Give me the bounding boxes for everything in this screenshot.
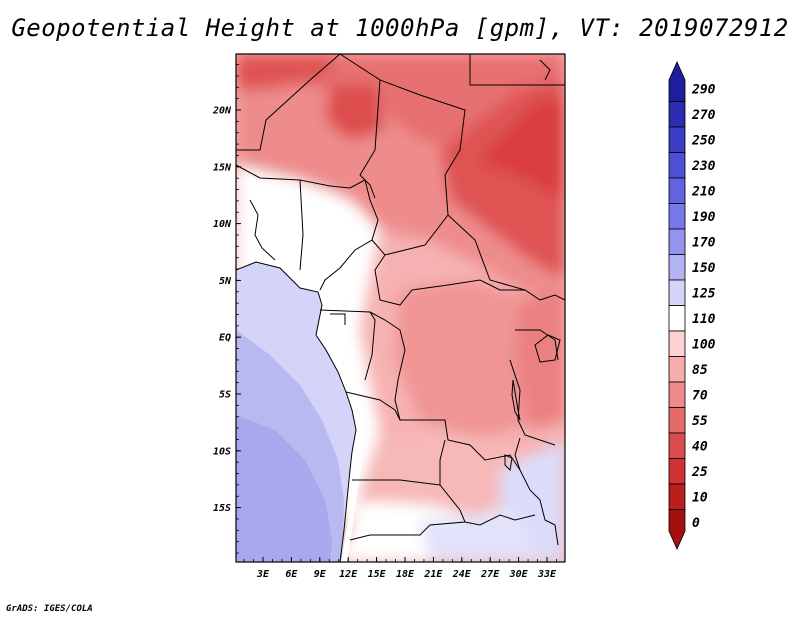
lat-tick-label: 10N bbox=[213, 219, 232, 230]
lat-tick-label: 15S bbox=[213, 503, 231, 514]
colorbar-label: 250 bbox=[691, 133, 716, 148]
colorbar-label: 100 bbox=[692, 337, 716, 352]
colorbar-segment bbox=[668, 483, 686, 510]
colorbar-label: 210 bbox=[691, 184, 716, 199]
lon-tick-label: 33E bbox=[537, 569, 557, 580]
map-frame bbox=[235, 53, 566, 563]
colorbar-segment bbox=[668, 432, 686, 459]
colorbar-segment bbox=[668, 228, 686, 255]
colorbar-segment bbox=[668, 458, 686, 485]
credit-label: GrADS: IGES/COLA bbox=[6, 604, 93, 614]
chart-title: Geopotential Height at 1000hPa [gpm], VT… bbox=[11, 14, 789, 42]
colorbar-segment bbox=[668, 381, 686, 408]
colorbar-label: 170 bbox=[692, 235, 716, 250]
colorbar-label: 290 bbox=[691, 82, 716, 97]
colorbar-label: 190 bbox=[692, 210, 716, 225]
colorbar-label: 125 bbox=[692, 286, 716, 301]
colorbar-label: 270 bbox=[691, 108, 716, 123]
colorbar-label: 150 bbox=[692, 261, 716, 276]
lon-tick-label: 21E bbox=[423, 569, 443, 580]
lon-tick-label: 24E bbox=[452, 569, 472, 580]
colorbar-segment bbox=[668, 177, 686, 204]
colorbar-segment bbox=[668, 407, 686, 434]
colorbar-segment bbox=[668, 203, 686, 230]
lat-tick-label: 15N bbox=[213, 162, 232, 173]
colorbar: 2902702502302101901701501251101008570554… bbox=[668, 61, 716, 550]
colorbar-label: 230 bbox=[691, 159, 716, 174]
lat-tick-label: 20N bbox=[212, 106, 232, 117]
geopotential-field bbox=[236, 54, 565, 562]
latitude-axis: 20N 15N 10N 5N EQ 5S 10S 15S bbox=[212, 64, 241, 554]
lon-tick-label: 9E bbox=[314, 569, 327, 580]
colorbar-label: 25 bbox=[691, 465, 708, 480]
colorbar-label: 40 bbox=[692, 439, 708, 454]
lon-tick-label: 15E bbox=[368, 569, 387, 580]
lon-tick-label: 30E bbox=[509, 569, 529, 580]
colorbar-label: 0 bbox=[692, 516, 700, 531]
colorbar-segment bbox=[668, 279, 686, 306]
colorbar-segment bbox=[668, 305, 686, 332]
colorbar-label: 55 bbox=[692, 414, 708, 429]
colorbar-label: 10 bbox=[692, 490, 708, 505]
lat-tick-label: EQ bbox=[219, 333, 231, 344]
lon-tick-label: 12E bbox=[339, 569, 358, 580]
colorbar-segment bbox=[668, 126, 686, 153]
colorbar-segment bbox=[668, 254, 686, 281]
country-borders bbox=[236, 54, 565, 562]
colorbar-segment bbox=[668, 101, 686, 128]
colorbar-segment bbox=[668, 356, 686, 383]
lon-tick-label: 3E bbox=[256, 569, 270, 580]
lat-tick-label: 5S bbox=[219, 390, 231, 401]
lat-tick-label: 5N bbox=[219, 276, 232, 287]
colorbar-bottom-arrow bbox=[668, 509, 686, 550]
longitude-axis: 3E 6E 9E 12E 15E 18E 21E 24E 27E 30E 33E bbox=[243, 557, 557, 580]
colorbar-label: 110 bbox=[692, 312, 716, 327]
lon-tick-label: 6E bbox=[285, 569, 298, 580]
lat-tick-label: 10S bbox=[213, 446, 231, 457]
colorbar-label: 85 bbox=[692, 363, 708, 378]
colorbar-label: 70 bbox=[692, 388, 708, 403]
colorbar-top-arrow bbox=[668, 61, 686, 102]
lon-tick-label: 27E bbox=[480, 569, 500, 580]
colorbar-segment bbox=[668, 330, 686, 357]
colorbar-segment bbox=[668, 152, 686, 179]
lon-tick-label: 18E bbox=[396, 569, 415, 580]
